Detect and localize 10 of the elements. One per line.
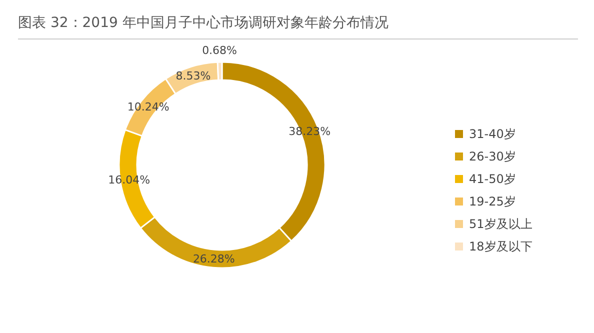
legend-label: 18岁及以下 [469, 240, 532, 254]
data-label: 8.53% [176, 70, 211, 82]
legend-label: 26-30岁 [469, 150, 516, 164]
data-label: 0.68% [202, 44, 238, 58]
legend-label: 51岁及以上 [469, 217, 532, 231]
legend-label: 31-40岁 [469, 127, 516, 141]
data-label: 26.28% [192, 252, 235, 266]
chart-title: 图表 32：2019 年中国月子中心市场调研对象年龄分布情况 [18, 15, 388, 31]
legend-label: 19-25岁 [469, 194, 516, 208]
legend-label: 41-50岁 [469, 172, 516, 186]
